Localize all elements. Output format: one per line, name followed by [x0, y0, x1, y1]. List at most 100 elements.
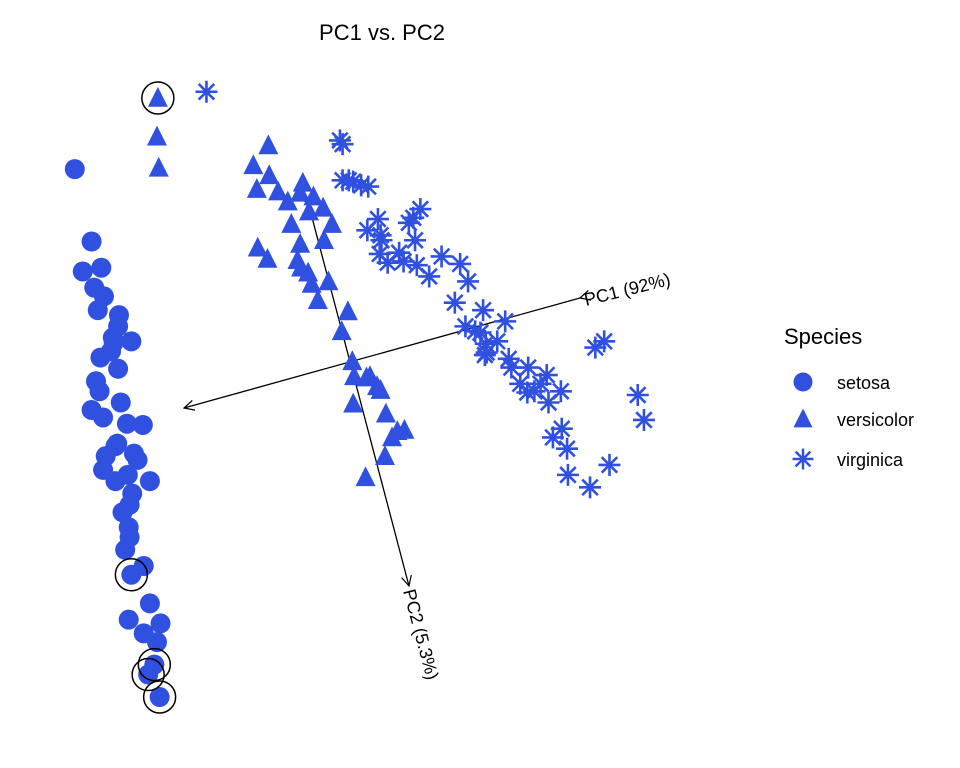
virginica-point: [537, 391, 560, 414]
setosa-point: [115, 539, 136, 560]
virginica-point: [357, 175, 380, 198]
legend-triangle-marker: [793, 408, 813, 428]
setosa-point: [87, 300, 108, 321]
versicolor-point: [343, 392, 364, 413]
virginica-point: [418, 265, 441, 288]
setosa-point: [93, 407, 114, 428]
setosa-point: [139, 471, 160, 492]
legend-label-versicolor: versicolor: [837, 410, 914, 430]
versicolor-point: [314, 229, 335, 250]
chart-title: PC1 vs. PC2: [319, 20, 445, 45]
data-points: [64, 80, 655, 708]
setosa-point: [121, 331, 142, 352]
versicolor-point: [387, 420, 408, 440]
virginica-point: [331, 133, 354, 156]
pc1-axis-label: PC1 (92%): [582, 269, 672, 310]
setosa-point: [81, 231, 102, 252]
virginica-point: [535, 364, 558, 387]
legend-circle-icon: [793, 372, 813, 392]
legend-circle-marker: [793, 372, 813, 392]
pc2-loading-arrow: [309, 206, 409, 586]
setosa-point: [101, 341, 122, 362]
versicolor-point: [290, 181, 311, 202]
setosa-point: [105, 471, 126, 492]
legend-item-virginica: virginica: [792, 448, 904, 470]
versicolor-point: [344, 365, 365, 386]
setosa-point: [91, 257, 112, 278]
pc2-axis-label: PC2 (5.3%): [399, 587, 442, 682]
setosa-point: [150, 613, 171, 634]
virginica-point: [632, 408, 655, 431]
setosa-point: [118, 609, 139, 630]
setosa-point: [89, 381, 110, 402]
legend-asterisk-icon: [792, 448, 814, 470]
virginica-point: [556, 463, 579, 486]
legend-label-virginica: virginica: [837, 450, 904, 470]
setosa-point: [108, 358, 129, 379]
versicolor-point: [148, 156, 169, 177]
versicolor-point: [375, 402, 396, 423]
versicolor-point: [313, 196, 334, 217]
virginica-point: [541, 426, 564, 449]
versicolor-point: [257, 247, 278, 268]
versicolor-point: [355, 466, 376, 487]
virginica-point: [584, 336, 607, 359]
versicolor-point: [375, 445, 395, 465]
virginica-point: [579, 476, 602, 499]
versicolor-point: [246, 178, 267, 198]
virginica-point: [457, 270, 480, 293]
versicolor-point: [303, 185, 324, 206]
plot-area: PC1 (92%) PC2 (5.3%): [64, 80, 672, 714]
versicolor-point: [281, 213, 302, 233]
versicolor-point: [321, 213, 342, 233]
setosa-point: [139, 593, 160, 614]
legend-title: Species: [784, 324, 862, 349]
versicolor-point: [318, 270, 339, 291]
versicolor-point: [290, 233, 311, 253]
versicolor-point: [247, 236, 268, 257]
versicolor-point: [243, 154, 264, 175]
versicolor-point: [258, 134, 279, 155]
setosa-point: [112, 502, 133, 523]
virginica-point: [598, 453, 621, 476]
setosa-point: [110, 392, 131, 413]
virginica-point: [443, 291, 466, 314]
versicolor-point: [331, 320, 352, 341]
virginica-point: [500, 356, 523, 379]
versicolor-point: [301, 272, 322, 293]
virginica-point: [626, 384, 649, 407]
virginica-point: [464, 320, 487, 343]
virginica-point: [392, 250, 415, 273]
versicolor-point: [342, 350, 363, 371]
highlight-ring: [141, 81, 175, 115]
setosa-point: [116, 413, 137, 434]
versicolor-point: [367, 375, 388, 396]
legend-label-setosa: setosa: [837, 373, 891, 393]
virginica-point: [195, 80, 218, 103]
highlight-ring: [137, 647, 172, 682]
setosa-point: [149, 687, 170, 708]
virginica-point: [449, 252, 472, 275]
legend: Species setosa versicolor virginica: [784, 324, 914, 470]
virginica-point: [494, 310, 517, 333]
setosa-point: [127, 449, 148, 470]
legend-item-versicolor: versicolor: [793, 408, 914, 430]
setosa-point: [146, 632, 167, 653]
virginica-point: [409, 198, 432, 221]
versicolor-point: [146, 125, 167, 146]
versicolor-point: [307, 289, 328, 309]
highlight-ring: [142, 680, 177, 714]
highlight-rings: [114, 81, 177, 714]
setosa-point: [64, 159, 85, 180]
versicolor-point: [277, 190, 298, 211]
versicolor-point: [337, 300, 358, 321]
legend-asterisk-marker: [792, 448, 814, 470]
versicolor-point: [268, 180, 289, 201]
setosa-point: [72, 261, 93, 282]
virginica-point: [404, 229, 427, 252]
versicolor-point: [147, 86, 168, 107]
versicolor-point: [287, 249, 308, 270]
setosa-point: [132, 414, 153, 435]
virginica-point: [472, 299, 495, 322]
